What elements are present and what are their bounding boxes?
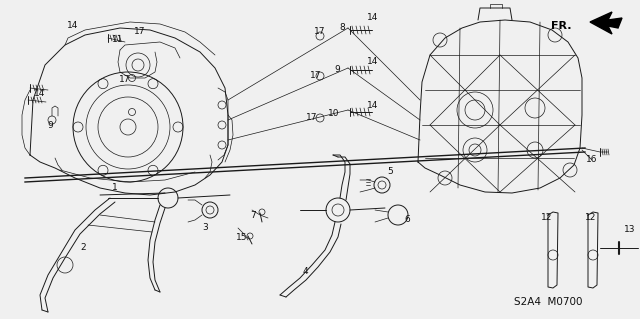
Text: 5: 5: [387, 167, 393, 176]
Text: 14: 14: [367, 100, 379, 109]
Text: 13: 13: [624, 226, 636, 234]
Text: FR.: FR.: [552, 21, 572, 31]
Text: 17: 17: [310, 70, 322, 79]
Text: 15: 15: [236, 234, 248, 242]
Text: 14: 14: [35, 88, 45, 98]
Text: 17: 17: [314, 27, 326, 36]
Text: 12: 12: [541, 213, 553, 222]
Text: 9: 9: [47, 121, 53, 130]
Text: 9: 9: [334, 65, 340, 75]
Text: 16: 16: [586, 155, 598, 165]
Text: 6: 6: [404, 216, 410, 225]
Text: 3: 3: [202, 224, 208, 233]
Polygon shape: [590, 12, 622, 34]
Text: 17: 17: [119, 76, 131, 85]
Text: 8: 8: [339, 24, 345, 33]
Text: 14: 14: [367, 57, 379, 66]
Text: 2: 2: [80, 243, 86, 253]
Text: 11: 11: [112, 35, 124, 44]
Text: 17: 17: [307, 114, 317, 122]
Text: 14: 14: [67, 20, 79, 29]
Text: 17: 17: [134, 27, 146, 36]
Text: 10: 10: [328, 108, 340, 117]
Text: 7: 7: [250, 211, 256, 220]
Text: 1: 1: [112, 183, 118, 192]
Text: 12: 12: [586, 213, 596, 222]
Text: 4: 4: [302, 268, 308, 277]
Text: 14: 14: [367, 13, 379, 23]
Text: S2A4  M0700: S2A4 M0700: [514, 297, 582, 307]
